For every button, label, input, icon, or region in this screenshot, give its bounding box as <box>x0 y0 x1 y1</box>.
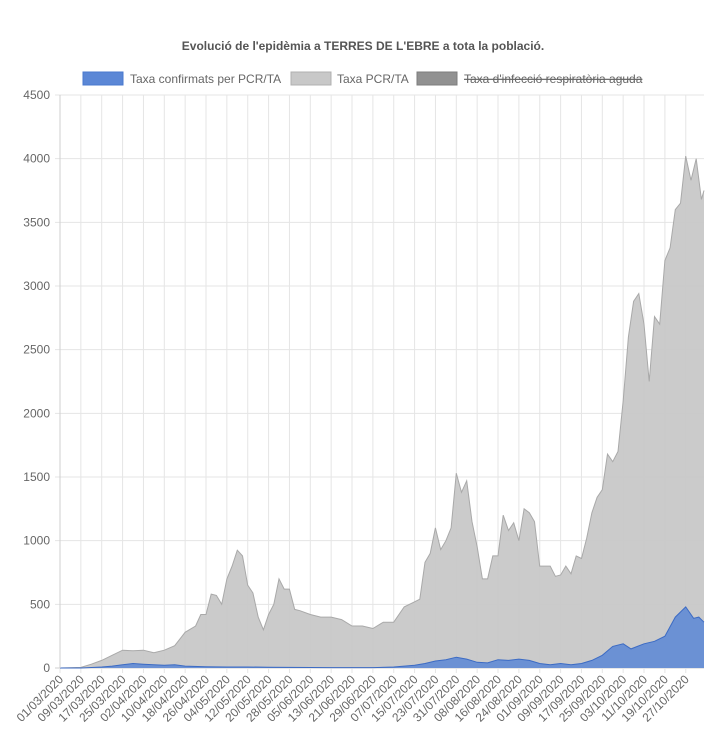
legend-swatch <box>290 71 332 86</box>
legend-swatch <box>416 71 458 86</box>
legend-label: Taxa confirmats per PCR/TA <box>130 72 281 86</box>
y-tick-label: 4500 <box>23 88 50 102</box>
y-tick-label: 0 <box>43 661 50 675</box>
chart-plot-area <box>59 155 705 669</box>
legend-swatch <box>82 71 124 86</box>
y-tick-label: 1500 <box>23 470 50 484</box>
chart-title: Evolució de l'epidèmia a TERRES DE L'EBR… <box>182 39 544 53</box>
legend-label: Taxa PCR/TA <box>337 72 409 86</box>
y-tick-label: 1000 <box>23 534 50 548</box>
chart-legend: Taxa confirmats per PCR/TA Taxa PCR/TA Tax… <box>82 71 643 86</box>
y-tick-label: 4000 <box>23 152 50 166</box>
y-tick-label: 2000 <box>23 406 50 420</box>
series-line-1 <box>59 155 705 669</box>
legend-item[interactable]: Taxa d'infecció respiratòria aguda <box>416 71 643 86</box>
legend-item[interactable]: Taxa confirmats per PCR/TA <box>82 71 281 86</box>
legend-label: Taxa d'infecció respiratòria aguda <box>464 72 643 86</box>
series-line-0 <box>60 606 705 669</box>
y-tick-label: 500 <box>30 597 50 611</box>
y-tick-label: 3000 <box>23 279 50 293</box>
series-area-1[interactable] <box>60 156 704 668</box>
y-tick-label: 3500 <box>23 215 50 229</box>
y-tick-label: 2500 <box>23 343 50 357</box>
series-area-0[interactable] <box>60 606 704 668</box>
legend-item[interactable]: Taxa PCR/TA <box>290 71 409 86</box>
